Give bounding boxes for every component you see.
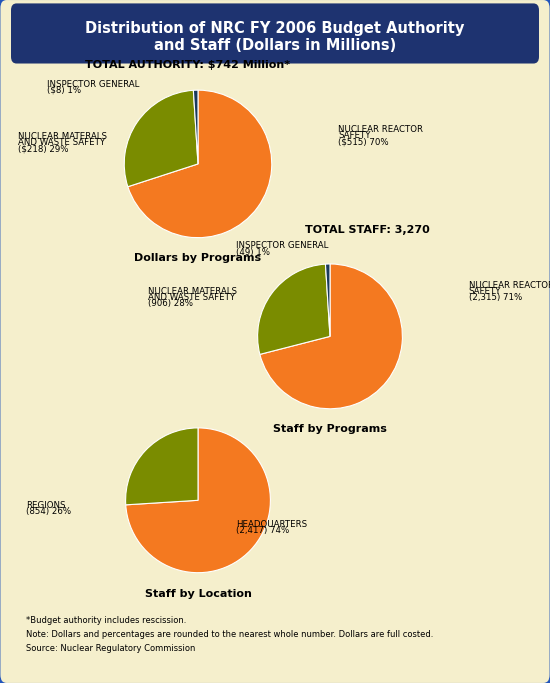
Wedge shape	[124, 90, 198, 186]
Text: (2,417) 74%: (2,417) 74%	[236, 526, 290, 535]
Text: INSPECTOR GENERAL: INSPECTOR GENERAL	[236, 241, 329, 251]
Text: NUCLEAR MATERALS: NUCLEAR MATERALS	[148, 287, 238, 296]
Text: NUCLEAR REACTOR: NUCLEAR REACTOR	[469, 281, 550, 290]
Text: (854) 26%: (854) 26%	[26, 507, 71, 516]
Wedge shape	[260, 264, 403, 408]
Text: TOTAL AUTHORITY: $742 Million*: TOTAL AUTHORITY: $742 Million*	[85, 60, 290, 70]
Text: ($515) 70%: ($515) 70%	[338, 137, 389, 147]
Text: INSPECTOR GENERAL: INSPECTOR GENERAL	[47, 79, 139, 89]
Text: SAFETY: SAFETY	[469, 287, 501, 296]
Text: NUCLEAR REACTOR: NUCLEAR REACTOR	[338, 125, 424, 135]
Text: SAFETY: SAFETY	[338, 131, 371, 141]
Text: Distribution of NRC FY 2006 Budget Authority: Distribution of NRC FY 2006 Budget Autho…	[85, 21, 465, 36]
Text: and Staff (Dollars in Millions): and Staff (Dollars in Millions)	[154, 38, 396, 53]
Text: *Budget authority includes rescission.: *Budget authority includes rescission.	[26, 615, 187, 625]
Wedge shape	[257, 264, 330, 354]
Wedge shape	[126, 428, 271, 572]
Text: NUCLEAR MATERALS: NUCLEAR MATERALS	[18, 132, 107, 141]
Text: TOTAL STAFF: 3,270: TOTAL STAFF: 3,270	[305, 225, 430, 235]
Text: Staff by Programs: Staff by Programs	[273, 424, 387, 434]
Text: Source: Nuclear Regulatory Commission: Source: Nuclear Regulatory Commission	[26, 644, 196, 654]
Text: Note: Dollars and percentages are rounded to the nearest whole number. Dollars a: Note: Dollars and percentages are rounde…	[26, 630, 434, 639]
Text: AND WASTE SAFETY: AND WASTE SAFETY	[148, 293, 235, 303]
Text: (906) 28%: (906) 28%	[148, 299, 194, 309]
Wedge shape	[326, 264, 330, 336]
Text: REGIONS: REGIONS	[26, 501, 65, 510]
Text: AND WASTE SAFETY: AND WASTE SAFETY	[18, 138, 104, 148]
Text: Staff by Location: Staff by Location	[145, 589, 251, 599]
Text: (2,315) 71%: (2,315) 71%	[469, 293, 522, 303]
Text: ($8) 1%: ($8) 1%	[47, 85, 81, 95]
Text: Dollars by Programs: Dollars by Programs	[134, 253, 262, 263]
Wedge shape	[194, 90, 198, 164]
Wedge shape	[128, 90, 272, 238]
Wedge shape	[125, 428, 198, 505]
Text: ($218) 29%: ($218) 29%	[18, 144, 68, 154]
Text: HEADQUARTERS: HEADQUARTERS	[236, 520, 307, 529]
Text: (49) 1%: (49) 1%	[236, 247, 271, 257]
